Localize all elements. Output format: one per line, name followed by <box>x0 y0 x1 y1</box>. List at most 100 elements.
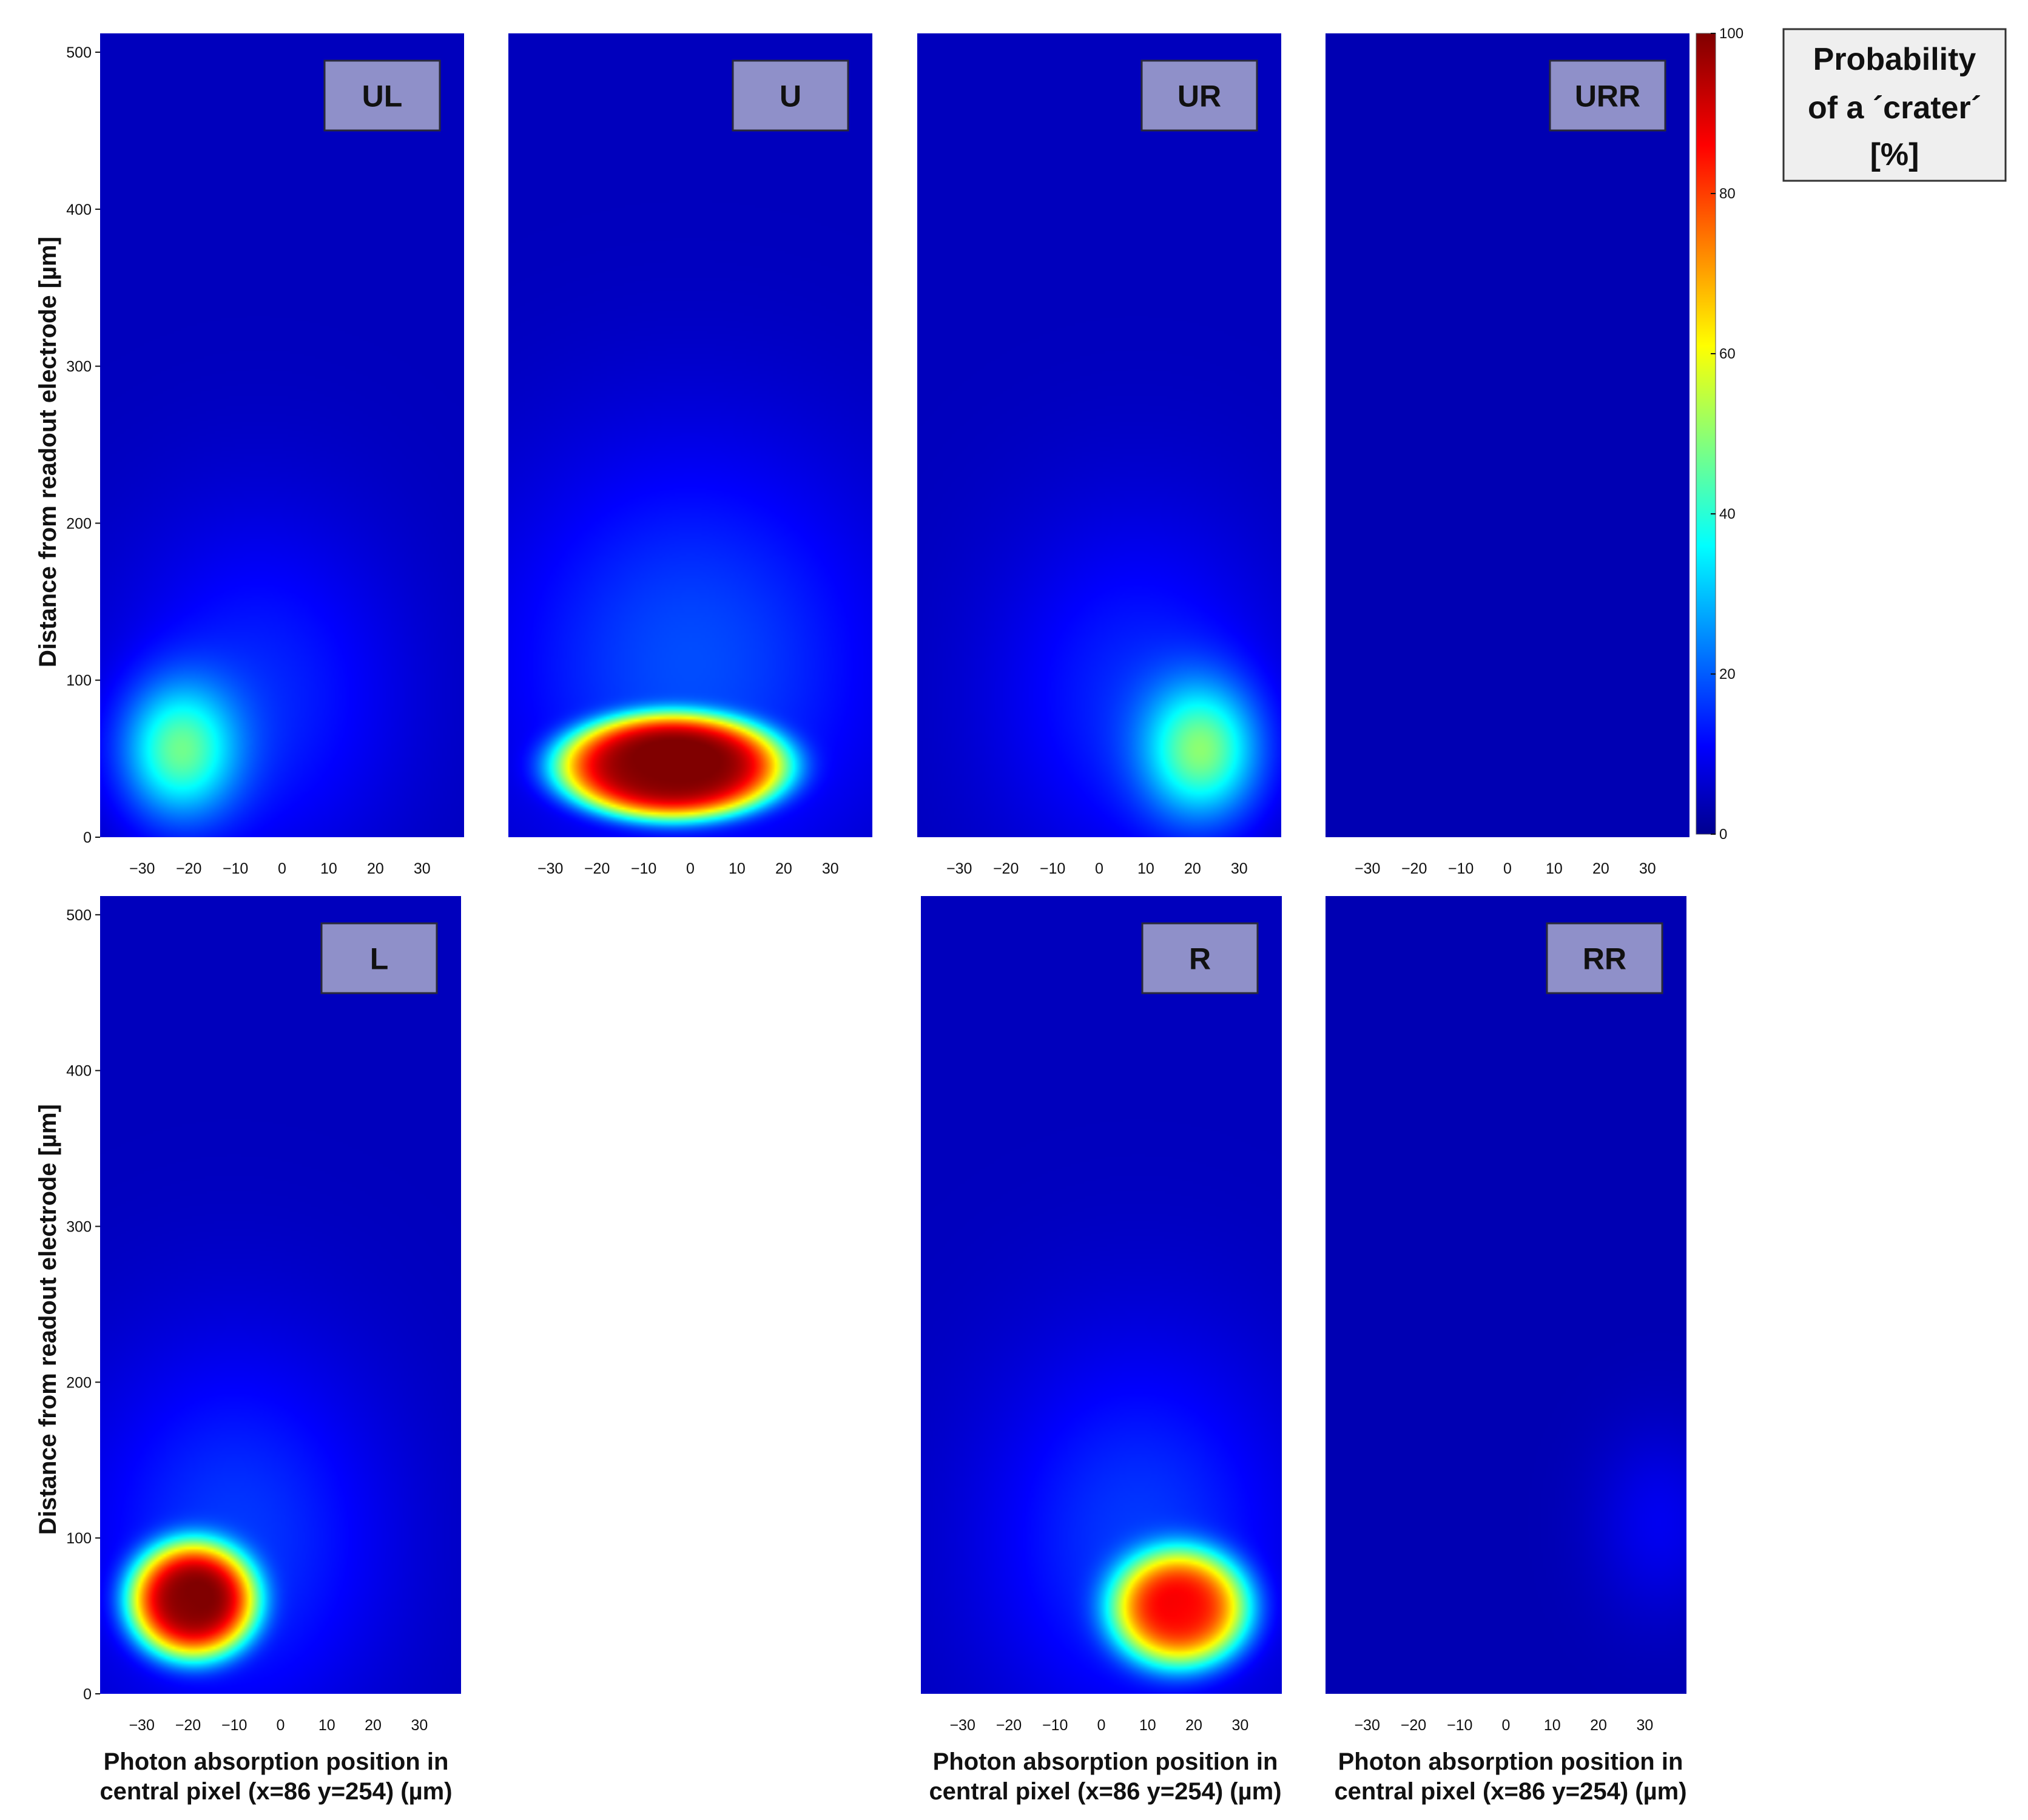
y-axis-title-bottom: Distance from readout electrode [µm] <box>35 1104 61 1535</box>
x-tick-label: −20 <box>176 860 201 877</box>
colorbar: 0 20 40 60 80 100 <box>1696 25 1743 843</box>
svg-text:Photon absorption position in: Photon absorption position in <box>933 1748 1278 1775</box>
panel-label-r: R <box>1189 942 1211 976</box>
svg-text:central pixel (x=86 y=254) (µm: central pixel (x=86 y=254) (µm) <box>929 1778 1281 1805</box>
panel-ur: UR −30 −20 −10 0 10 20 30 <box>917 33 1281 877</box>
panel-label-urr: URR <box>1575 79 1640 113</box>
x-tick-label: 10 <box>1137 860 1154 877</box>
colorbar-title-line-1: Probability <box>1813 42 1976 77</box>
y-tick-label: 200 <box>66 1374 92 1391</box>
panel-urr: URR −30 −20 −10 0 10 20 30 <box>1326 33 1689 877</box>
x-tick-label: 20 <box>1592 860 1609 877</box>
y-tick-label: 200 <box>66 515 92 532</box>
panel-label-u: U <box>780 79 801 113</box>
heatmap-rr <box>1326 896 1686 1694</box>
panel-rr: RR −30 −20 −10 0 10 20 30 <box>1326 896 1686 1734</box>
x-tick-label: −20 <box>1401 860 1427 877</box>
panel-u: U −30 −20 −10 0 10 20 30 <box>508 33 872 877</box>
panel-label-l: L <box>370 942 389 976</box>
y-tick-label: 0 <box>83 829 92 846</box>
x-tick-label: −10 <box>223 860 248 877</box>
x-tick-label: 0 <box>1503 860 1512 877</box>
x-tick-label: 30 <box>1231 1717 1248 1734</box>
heatmap-ul <box>100 33 464 837</box>
panel-label-ul: UL <box>362 79 403 113</box>
y-tick-label: 300 <box>66 359 92 376</box>
y-tick-label: 400 <box>66 201 92 218</box>
x-tick-label: 20 <box>367 860 384 877</box>
x-tick-label: 0 <box>686 860 695 877</box>
x-tick-label: 30 <box>822 860 839 877</box>
svg-text:Photon absorption position in: Photon absorption position in <box>104 1748 449 1775</box>
x-tick-label: 10 <box>320 860 337 877</box>
heatmap-l <box>100 896 461 1694</box>
x-tick-label: 30 <box>1231 860 1248 877</box>
x-tick-label: 0 <box>1502 1717 1511 1734</box>
panel-label-box-u <box>732 59 849 132</box>
colorbar-tick-label: 80 <box>1719 186 1736 202</box>
x-tick-label: 30 <box>414 860 431 877</box>
x-tick-label: 30 <box>1639 860 1656 877</box>
x-tick-label: −30 <box>537 860 563 877</box>
x-tick-label: 0 <box>1097 1717 1106 1734</box>
x-axis-title-l: Photon absorption position in central pi… <box>99 1748 452 1805</box>
colorbar-title-line-3: [%] <box>1870 137 1919 172</box>
x-tick-label: 10 <box>1546 860 1563 877</box>
panel-label-box-r <box>1141 922 1259 994</box>
y-tick-label: 500 <box>66 44 92 61</box>
heatmap-u <box>508 33 872 837</box>
y-tick-label: 400 <box>66 1063 92 1080</box>
colorbar-title-line-2: of a ´crater´ <box>1808 90 1981 126</box>
x-tick-label: −10 <box>1448 860 1474 877</box>
svg-text:Photon absorption position in: Photon absorption position in <box>1338 1748 1683 1775</box>
x-tick-label: −20 <box>1401 1717 1426 1734</box>
x-tick-label: −10 <box>1042 1717 1068 1734</box>
x-tick-label: 20 <box>1185 1717 1202 1734</box>
heatmap-r <box>921 896 1282 1694</box>
x-tick-label: −30 <box>129 1717 154 1734</box>
x-tick-label: −10 <box>1040 860 1065 877</box>
x-tick-label: −10 <box>221 1717 247 1734</box>
x-tick-label: 0 <box>1095 860 1103 877</box>
panel-label-box-rr <box>1546 922 1663 994</box>
y-tick-label: 300 <box>66 1218 92 1235</box>
x-tick-label: 10 <box>1544 1717 1561 1734</box>
x-tick-label: −10 <box>1447 1717 1472 1734</box>
panel-label-box-ul <box>323 59 441 132</box>
x-tick-label: 20 <box>365 1717 382 1734</box>
x-tick-label: 10 <box>729 860 746 877</box>
colorbar-tick-label: 0 <box>1719 826 1727 843</box>
colorbar-tick-label: 60 <box>1719 346 1736 362</box>
x-tick-label: 0 <box>278 860 286 877</box>
y-tick-label: 0 <box>83 1686 92 1703</box>
x-tick-label: 30 <box>1636 1717 1653 1734</box>
x-tick-label: −30 <box>946 860 972 877</box>
x-tick-label: 30 <box>411 1717 428 1734</box>
panel-label-box-l <box>320 922 438 994</box>
x-tick-label: 10 <box>318 1717 335 1734</box>
y-axis-title-top: Distance from readout electrode [µm] <box>35 237 61 667</box>
x-tick-label: 0 <box>277 1717 285 1734</box>
x-tick-label: −20 <box>993 860 1019 877</box>
x-tick-label: −30 <box>1355 860 1380 877</box>
x-tick-label: −20 <box>996 1717 1022 1734</box>
colorbar-tick-label: 40 <box>1719 506 1736 522</box>
panel-label-box-urr <box>1549 59 1666 132</box>
x-tick-label: −30 <box>949 1717 975 1734</box>
panel-r: R −30 −20 −10 0 10 20 30 <box>921 896 1282 1734</box>
x-tick-label: −30 <box>129 860 155 877</box>
colorbar-gradient <box>1696 33 1716 835</box>
colorbar-title-box: Probability of a ´crater´ [%] <box>1782 28 2007 182</box>
panel-label-ur: UR <box>1177 79 1221 113</box>
x-axis-title-rr: Photon absorption position in central pi… <box>1334 1748 1686 1805</box>
y-tick-label: 100 <box>66 672 92 689</box>
y-tick-label: 100 <box>66 1530 92 1547</box>
x-tick-label: −10 <box>631 860 656 877</box>
x-tick-label: −20 <box>175 1717 201 1734</box>
heatmap-ur <box>917 33 1281 837</box>
y-tick-label: 500 <box>66 907 92 924</box>
x-tick-label: 20 <box>1590 1717 1607 1734</box>
